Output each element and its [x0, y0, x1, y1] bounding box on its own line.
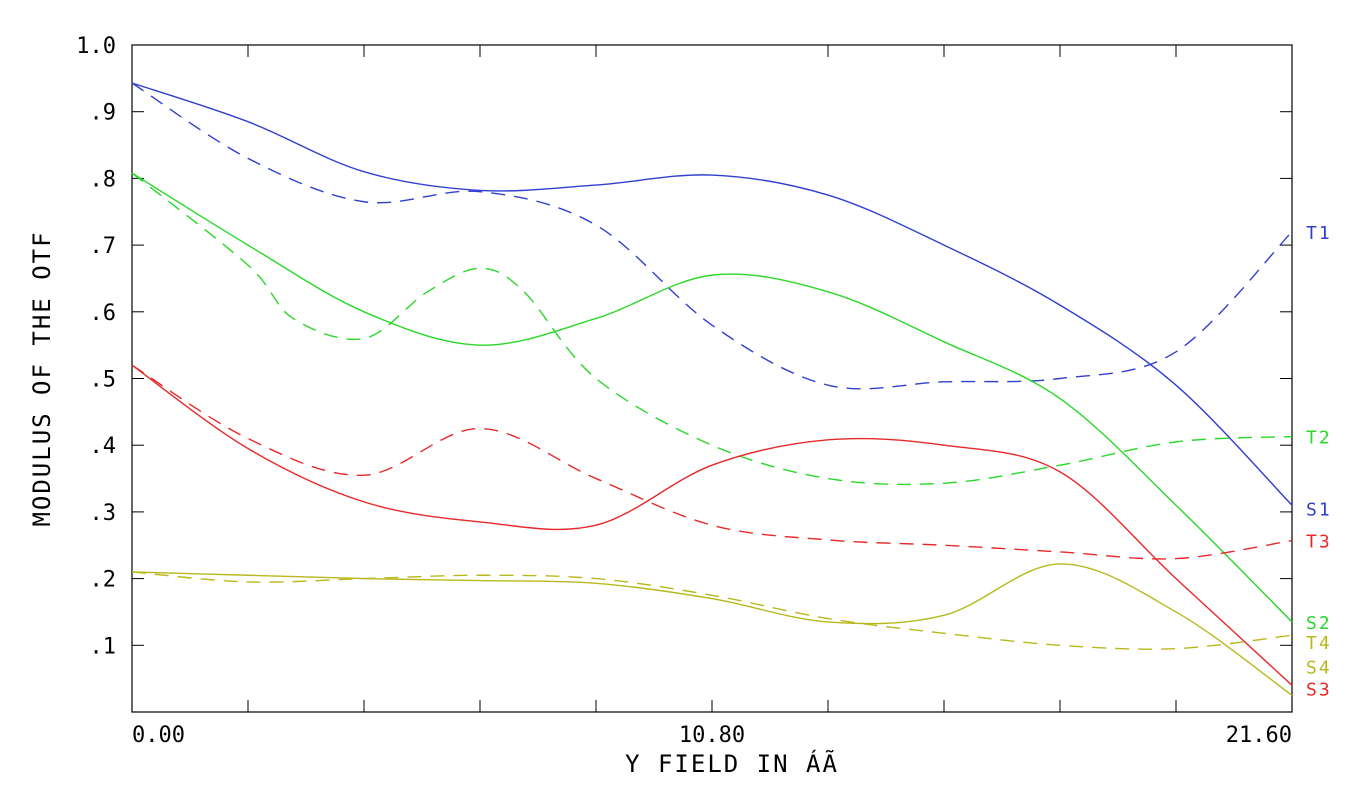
series-line-s2	[131, 172, 1293, 486]
end-label-t2: T2	[1306, 428, 1332, 449]
end-label-s2: S2	[1306, 613, 1332, 634]
y-axis-title: MODULUS OF THE OTF	[28, 230, 56, 526]
end-label-s1: S1	[1306, 500, 1332, 521]
x-tick-label: 10.80	[679, 723, 745, 748]
series-line-s3	[131, 364, 1293, 560]
x-tick-label: 0.00	[132, 723, 185, 748]
y-tick-label: 1.0	[76, 34, 116, 59]
y-tick-label: .6	[90, 301, 117, 326]
series-line-t3	[131, 364, 1293, 686]
y-tick-label: .2	[90, 568, 117, 593]
end-label-s3: S3	[1306, 680, 1332, 701]
y-tick-label: .5	[90, 368, 117, 393]
series-line-t1	[131, 82, 1293, 506]
y-tick-label: .4	[90, 434, 117, 459]
end-label-t1: T1	[1306, 223, 1332, 244]
y-tick-label: .3	[90, 501, 117, 526]
end-label-t3: T3	[1306, 532, 1332, 553]
series-line-t4	[131, 563, 1293, 696]
y-tick-label: .7	[90, 234, 117, 259]
series-line-s4	[131, 571, 1293, 650]
series-line-s1	[131, 82, 1293, 390]
y-tick-label: .1	[90, 634, 117, 659]
x-axis-title: Y FIELD IN ÁÃ	[625, 748, 839, 778]
end-label-s4: S4	[1306, 658, 1332, 679]
series-line-t2	[131, 172, 1293, 623]
end-label-t4: T4	[1306, 633, 1332, 654]
y-tick-label: .8	[90, 167, 117, 192]
y-tick-label: .9	[90, 101, 117, 126]
x-tick-label: 21.60	[1226, 723, 1292, 748]
plot-frame	[131, 44, 1293, 713]
